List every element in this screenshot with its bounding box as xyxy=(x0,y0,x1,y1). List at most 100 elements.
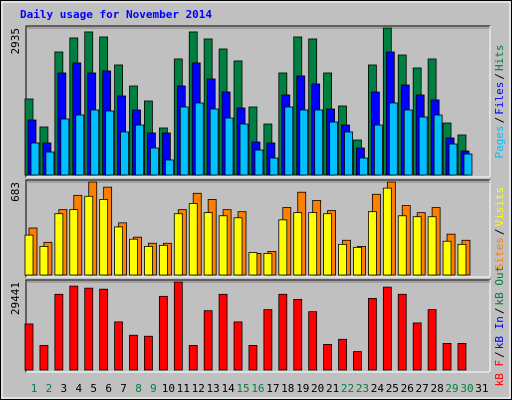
bar xyxy=(99,288,109,371)
bar xyxy=(293,212,303,276)
bar xyxy=(338,338,347,371)
bar xyxy=(382,187,392,276)
bar xyxy=(323,213,333,276)
legend-entry: Visits xyxy=(493,187,506,227)
bar xyxy=(254,149,264,176)
bar xyxy=(158,295,168,371)
bar xyxy=(248,252,258,276)
x-tick-label: 11 xyxy=(177,382,190,395)
y-tick-label: 683 xyxy=(9,182,22,202)
bar xyxy=(39,246,49,276)
bar xyxy=(209,108,219,176)
bar xyxy=(203,310,213,371)
x-tick-label: 27 xyxy=(416,382,429,395)
legend-separator: / xyxy=(493,351,506,358)
bar xyxy=(353,351,362,371)
bar xyxy=(203,212,213,276)
bar xyxy=(179,106,189,176)
x-tick-label: 13 xyxy=(207,382,220,395)
bar xyxy=(233,217,243,276)
bar xyxy=(457,342,467,371)
bar xyxy=(293,299,303,371)
x-tick-label: 18 xyxy=(281,382,294,395)
bar xyxy=(30,142,40,176)
legend-entry: kB Out xyxy=(493,266,506,306)
x-tick-label: 17 xyxy=(266,382,279,395)
bar xyxy=(397,215,407,276)
bar xyxy=(224,117,234,176)
bar xyxy=(463,153,473,176)
x-tick-label: 28 xyxy=(430,382,443,395)
x-tick-label: 3 xyxy=(61,382,68,395)
x-tick-label: 15 xyxy=(236,382,249,395)
x-tick-label: 9 xyxy=(150,382,157,395)
x-tick-label: 1 xyxy=(31,382,38,395)
bar xyxy=(308,212,318,276)
legend: Sites/ Visits xyxy=(493,187,506,271)
bar xyxy=(114,226,123,276)
bar xyxy=(367,211,377,276)
bar xyxy=(457,243,467,276)
x-tick-label: 5 xyxy=(90,382,97,395)
bar xyxy=(263,309,273,371)
bar xyxy=(164,159,174,176)
bar xyxy=(90,109,100,176)
chart-title: Daily usage for November 2014 xyxy=(20,8,212,21)
x-tick-label: 6 xyxy=(105,382,112,395)
legend: kB F/kB In/kB Out xyxy=(493,266,506,387)
legend-separator: / xyxy=(493,307,506,314)
x-tick-label: 14 xyxy=(221,382,235,395)
x-tick-label: 7 xyxy=(120,382,127,395)
bar xyxy=(239,123,249,176)
legend-entry: Sites xyxy=(493,237,506,270)
x-tick-label: 29 xyxy=(445,382,458,395)
x-tick-label: 25 xyxy=(386,382,399,395)
bar xyxy=(263,253,273,276)
bar xyxy=(448,143,458,176)
bar xyxy=(418,116,428,176)
y-tick-label: 2935 xyxy=(9,28,22,55)
bar xyxy=(403,109,413,176)
bar xyxy=(129,238,138,276)
bar xyxy=(442,240,452,276)
bar xyxy=(173,281,183,371)
bar xyxy=(84,287,94,371)
legend-entry: kB F xyxy=(493,360,506,387)
bar xyxy=(120,131,129,176)
x-tick-label: 31 xyxy=(475,382,488,395)
legend-entry: kB In xyxy=(493,316,506,349)
bar xyxy=(278,219,288,276)
bar xyxy=(308,311,318,371)
bar xyxy=(397,293,407,371)
x-tick-label: 2 xyxy=(46,382,53,395)
bar xyxy=(284,106,294,176)
x-tick-label: 30 xyxy=(460,382,473,395)
bar xyxy=(114,321,123,371)
x-tick-label: 16 xyxy=(251,382,264,395)
bar xyxy=(194,102,204,176)
bar xyxy=(314,109,324,176)
bar xyxy=(344,131,353,176)
legend-separator: / xyxy=(493,73,506,80)
x-tick-label: 23 xyxy=(356,382,369,395)
bar xyxy=(60,118,70,176)
x-tick-label: 22 xyxy=(341,382,354,395)
bar xyxy=(39,345,49,371)
bar xyxy=(99,199,109,276)
bar xyxy=(433,114,443,176)
bar xyxy=(218,293,228,371)
x-tick-label: 21 xyxy=(326,382,339,395)
bar xyxy=(173,213,183,276)
bar xyxy=(269,157,279,176)
bar xyxy=(367,297,377,371)
legend: Pages/Files/Hits xyxy=(493,45,506,159)
bar xyxy=(329,121,339,176)
x-tick-label: 10 xyxy=(162,382,175,395)
x-tick-label: 20 xyxy=(311,382,324,395)
x-tick-label: 12 xyxy=(192,382,205,395)
legend-separator: / xyxy=(493,229,506,236)
bar xyxy=(218,215,228,276)
bar xyxy=(45,151,55,176)
x-tick-label: 26 xyxy=(401,382,414,395)
